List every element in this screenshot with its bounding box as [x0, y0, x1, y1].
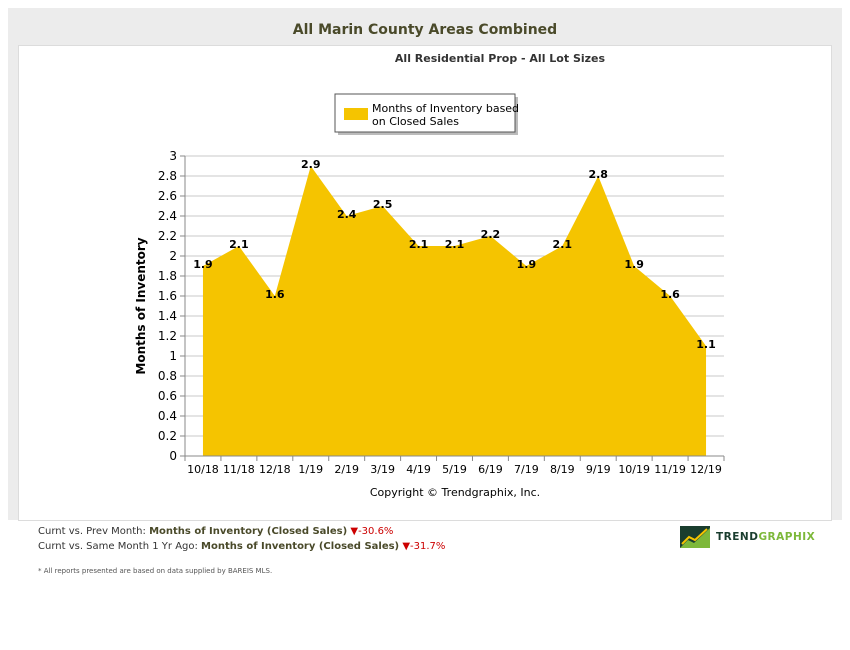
y-tick-label: 1.2 — [158, 329, 177, 343]
y-tick-label: 2.2 — [158, 229, 177, 243]
stat-metric: Months of Inventory (Closed Sales) — [149, 526, 348, 537]
stat-prefix: Curnt vs. Same Month 1 Yr Ago: — [38, 541, 202, 552]
data-source-footnote: * All reports presented are based on dat… — [38, 567, 273, 575]
x-tick-label: 2/19 — [334, 463, 359, 476]
logo-chart-icon — [680, 526, 710, 548]
y-tick-label: 1 — [169, 349, 177, 363]
logo-text-part1: TREND — [716, 531, 759, 543]
page-title: All Marin County Areas Combined — [292, 22, 558, 38]
x-tick-label: 9/19 — [586, 463, 611, 476]
data-label: 1.9 — [193, 258, 213, 271]
down-arrow-icon: ▼ — [350, 526, 359, 537]
x-tick-label: 5/19 — [442, 463, 467, 476]
x-tick-label: 4/19 — [406, 463, 431, 476]
stat-metric: Months of Inventory (Closed Sales) — [201, 541, 400, 552]
stat-change: -31.7% — [410, 541, 446, 552]
y-tick-label: 0.6 — [158, 389, 177, 403]
y-tick-label: 0.2 — [158, 429, 177, 443]
x-tick-label: 3/19 — [370, 463, 395, 476]
y-tick-label: 0.4 — [158, 409, 177, 423]
y-axis-label: Months of Inventory — [134, 237, 148, 374]
x-tick-label: 11/19 — [654, 463, 686, 476]
x-tick-label: 7/19 — [514, 463, 539, 476]
data-label: 2.4 — [337, 208, 357, 221]
stat-prefix: Curnt vs. Prev Month: — [38, 526, 150, 537]
data-label: 2.8 — [588, 168, 608, 181]
data-label: 2.5 — [373, 198, 393, 211]
y-tick-label: 0.8 — [158, 369, 177, 383]
y-tick-label: 2.6 — [158, 189, 177, 203]
x-tick-label: 12/18 — [259, 463, 291, 476]
logo-text: TRENDGRAPHIX — [716, 531, 815, 543]
data-label: 1.6 — [660, 288, 680, 301]
chart-legend: Months of Inventory based on Closed Sale… — [334, 93, 519, 135]
x-tick-label: 11/18 — [223, 463, 255, 476]
area-series — [202, 166, 707, 456]
trendgraphix-logo[interactable]: TRENDGRAPHIX — [680, 526, 820, 548]
area-chart: 0 0.2 0.4 0.6 0.8 1 1.2 1.4 1.6 1.8 2 2.2 2.4 2.6 2.8 3… — [134, 93, 725, 499]
down-arrow-icon: ▼ — [402, 541, 411, 552]
logo-text-part2: GRAPHIX — [758, 531, 816, 543]
data-label: 2.1 — [445, 238, 465, 251]
x-tick-label: 10/19 — [618, 463, 650, 476]
legend-label-line1: Months of Inventory based — [372, 102, 519, 115]
stat-prev-month: Curnt vs. Prev Month: Months of Inventor… — [38, 526, 393, 537]
data-label: 1.6 — [265, 288, 285, 301]
data-label: 2.2 — [481, 228, 501, 241]
y-tick-label: 3 — [169, 149, 177, 163]
y-tick-label: 2.8 — [158, 169, 177, 183]
y-tick-label: 1.4 — [158, 309, 177, 323]
x-tick-label: 12/19 — [690, 463, 722, 476]
stat-change: -30.6% — [358, 526, 394, 537]
y-tick-label: 1.6 — [158, 289, 177, 303]
y-tick-label: 2.4 — [158, 209, 177, 223]
x-tick-label: 10/18 — [187, 463, 219, 476]
data-label: 2.1 — [553, 238, 573, 251]
data-label: 1.1 — [696, 338, 716, 351]
data-label: 2.9 — [301, 158, 321, 171]
legend-swatch — [344, 108, 368, 120]
stat-year-ago: Curnt vs. Same Month 1 Yr Ago: Months of… — [38, 541, 445, 552]
chart-copyright: Copyright © Trendgraphix, Inc. — [370, 486, 540, 499]
x-tick-label: 1/19 — [298, 463, 323, 476]
x-tick-label: 8/19 — [550, 463, 575, 476]
data-label: 2.1 — [229, 238, 249, 251]
y-tick-label: 1.8 — [158, 269, 177, 283]
y-tick-label: 0 — [169, 449, 177, 463]
data-label: 1.9 — [624, 258, 644, 271]
data-label: 1.9 — [517, 258, 537, 271]
legend-label-line2: on Closed Sales — [372, 115, 459, 128]
x-tick-label: 6/19 — [478, 463, 503, 476]
y-tick-label: 2 — [169, 249, 177, 263]
data-label: 2.1 — [409, 238, 429, 251]
chart-subtitle: All Residential Prop - All Lot Sizes — [394, 52, 606, 65]
